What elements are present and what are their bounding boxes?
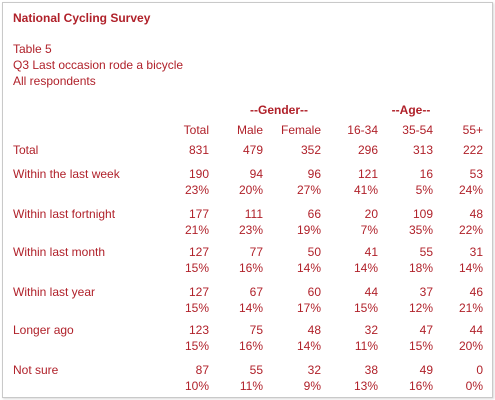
percent-cell: 15% <box>408 339 433 353</box>
percent-cell: 5% <box>415 183 433 197</box>
count-cell: 123 <box>188 323 209 337</box>
row-label: Within last month <box>13 245 106 259</box>
count-cell: 352 <box>300 143 321 157</box>
count-cell: 48 <box>469 207 483 221</box>
percent-cell: 11% <box>354 339 378 353</box>
percent-cell: 0% <box>465 379 483 393</box>
count-cell: 222 <box>462 143 483 157</box>
count-cell: 49 <box>419 363 433 377</box>
percent-cell: 14% <box>458 261 483 275</box>
count-cell: 38 <box>364 363 378 377</box>
percent-cell: 24% <box>458 183 483 197</box>
count-cell: 32 <box>307 363 321 377</box>
count-cell: 55 <box>249 363 263 377</box>
count-cell: 190 <box>188 167 209 181</box>
percent-cell: 14% <box>296 261 321 275</box>
percent-cell: 15% <box>184 261 209 275</box>
row-label: Within last year <box>13 285 96 299</box>
percent-cell: 35% <box>408 223 433 237</box>
count-cell: 177 <box>188 207 209 221</box>
percent-cell: 19% <box>296 223 321 237</box>
column-header: 35-54 <box>402 123 433 137</box>
percent-cell: 22% <box>458 223 483 237</box>
count-cell: 121 <box>357 167 378 181</box>
count-cell: 47 <box>419 323 433 337</box>
count-cell: 479 <box>242 143 263 157</box>
percent-cell: 14% <box>238 301 263 315</box>
count-cell: 111 <box>244 207 263 221</box>
percent-cell: 14% <box>296 339 321 353</box>
percent-cell: 12% <box>408 301 433 315</box>
percent-cell: 9% <box>303 379 321 393</box>
count-cell: 96 <box>307 167 321 181</box>
count-cell: 46 <box>469 285 483 299</box>
column-header: Total <box>183 123 209 137</box>
percent-cell: 27% <box>296 183 321 197</box>
percent-cell: 11% <box>239 379 263 393</box>
row-label: Total <box>13 143 39 157</box>
base-text: All respondents <box>13 74 96 88</box>
count-cell: 31 <box>469 245 483 259</box>
percent-cell: 15% <box>184 339 209 353</box>
count-cell: 75 <box>249 323 263 337</box>
count-cell: 831 <box>188 143 209 157</box>
percent-cell: 23% <box>184 183 209 197</box>
count-cell: 296 <box>357 143 378 157</box>
gender-group-header: --Gender-- <box>250 103 308 117</box>
row-label: Not sure <box>13 363 59 377</box>
row-label: Within last fortnight <box>13 207 116 221</box>
percent-cell: 21% <box>184 223 209 237</box>
row-label: Within the last week <box>13 167 120 181</box>
percent-cell: 41% <box>353 183 378 197</box>
percent-cell: 7% <box>360 223 378 237</box>
count-cell: 66 <box>307 207 321 221</box>
count-cell: 41 <box>364 245 378 259</box>
percent-cell: 15% <box>184 301 209 315</box>
count-cell: 44 <box>469 323 483 337</box>
report-title: National Cycling Survey <box>13 11 151 25</box>
count-cell: 16 <box>419 167 433 181</box>
percent-cell: 16% <box>238 339 263 353</box>
column-header: 16-34 <box>347 123 378 137</box>
percent-cell: 15% <box>353 301 378 315</box>
percent-cell: 10% <box>184 379 209 393</box>
percent-cell: 21% <box>458 301 483 315</box>
count-cell: 313 <box>412 143 433 157</box>
percent-cell: 18% <box>408 261 433 275</box>
column-header: Female <box>280 123 321 137</box>
percent-cell: 17% <box>296 301 321 315</box>
count-cell: 0 <box>476 363 483 377</box>
table-number: Table 5 <box>13 42 52 56</box>
count-cell: 127 <box>188 285 209 299</box>
count-cell: 37 <box>419 285 433 299</box>
count-cell: 20 <box>364 207 378 221</box>
count-cell: 67 <box>249 285 263 299</box>
count-cell: 50 <box>307 245 321 259</box>
percent-cell: 20% <box>458 339 483 353</box>
count-cell: 44 <box>364 285 378 299</box>
age-group-header: --Age-- <box>391 103 431 117</box>
count-cell: 53 <box>469 167 483 181</box>
percent-cell: 16% <box>238 261 263 275</box>
percent-cell: 14% <box>353 261 378 275</box>
percent-cell: 20% <box>238 183 263 197</box>
percent-cell: 23% <box>238 223 263 237</box>
count-cell: 109 <box>412 207 433 221</box>
column-header: Male <box>236 123 263 137</box>
percent-cell: 13% <box>353 379 378 393</box>
count-cell: 32 <box>364 323 378 337</box>
count-cell: 77 <box>249 245 263 259</box>
count-cell: 127 <box>188 245 209 259</box>
row-label: Longer ago <box>13 323 74 337</box>
count-cell: 94 <box>249 167 263 181</box>
count-cell: 60 <box>307 285 321 299</box>
count-cell: 48 <box>307 323 321 337</box>
count-cell: 55 <box>419 245 433 259</box>
percent-cell: 16% <box>408 379 433 393</box>
question-text: Q3 Last occasion rode a bicycle <box>13 58 184 72</box>
column-header: 55+ <box>462 123 483 137</box>
count-cell: 87 <box>195 363 209 377</box>
